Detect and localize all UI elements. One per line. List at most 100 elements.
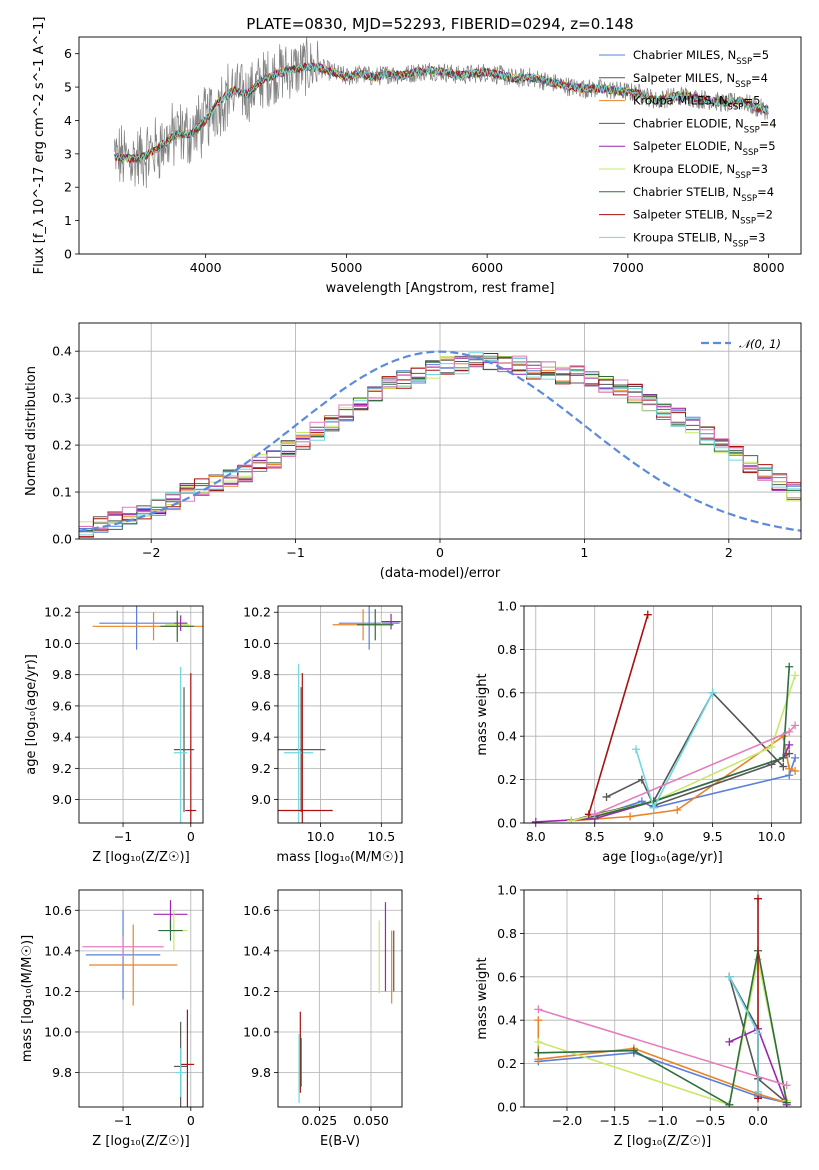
weight-marker <box>785 662 794 671</box>
axes-frame <box>78 36 802 255</box>
y-tick-label: 0.4 <box>52 344 72 359</box>
y-tick-label: 9.4 <box>251 730 271 745</box>
y-tick-label: 9.4 <box>52 730 72 745</box>
y-tick-label: 10.2 <box>243 984 271 999</box>
weight-marker <box>791 753 800 762</box>
weight-marker <box>534 1048 543 1057</box>
y-tick-label: 1.0 <box>497 599 517 614</box>
legend-entry-tail: =4 <box>757 185 774 199</box>
x-tick-label: 10.5 <box>367 829 395 844</box>
y-tick-label: 10.0 <box>243 1024 271 1039</box>
legend-entry-main: Chabrier STELIB, N <box>633 185 741 199</box>
model-spectrum-line <box>115 61 769 163</box>
y-tick-label: 5 <box>64 80 72 95</box>
x-tick-label: 6000 <box>471 260 503 275</box>
legend-entry-sub: SSP <box>735 80 751 90</box>
histogram-step <box>79 355 801 529</box>
legend-entry-tail: =4 <box>760 116 777 130</box>
y-tick-label: 0.0 <box>52 532 72 547</box>
panel-mass-age: 10.0 10.5 9.0 9.2 9.4 9.6 9.8 10.0 10.2 mass [log… <box>243 605 404 865</box>
weight-marker <box>791 721 800 730</box>
y-axis-label: age [log₁₀(age/yr)] <box>24 654 39 775</box>
legend-entry-tail: =5 <box>759 139 776 153</box>
weight-marker <box>643 610 652 619</box>
y-tick-label: 0.3 <box>52 391 72 406</box>
x-axis-label: (data-model)/error <box>380 566 501 581</box>
x-axis-label: wavelength [Angstrom, rest frame] <box>326 281 555 296</box>
x-axis-label: Z [log₁₀(Z/Z☉)] <box>92 1134 189 1149</box>
x-tick-label: 0.025 <box>301 1113 337 1128</box>
weight-marker <box>754 1029 763 1038</box>
x-axis-label: age [log₁₀(age/yr)] <box>602 850 723 865</box>
y-tick-label: 9.2 <box>52 761 72 776</box>
legend-entry-sub: SSP <box>735 171 751 181</box>
x-tick-label: 0 <box>187 829 195 844</box>
y-tick-label: 9.2 <box>251 761 271 776</box>
residual-legend: 𝒩(0, 1) <box>701 337 781 351</box>
axes-frame <box>78 322 802 540</box>
weight-marker <box>725 972 734 981</box>
legend-entry-tail: =5 <box>752 48 769 62</box>
weight-marker <box>754 1087 763 1096</box>
legend-entry-tail: =3 <box>751 162 768 176</box>
plot-area-Z-mass <box>82 900 195 1107</box>
legend-entry-main: Salpeter STELIB, N <box>633 208 740 222</box>
y-tick-label: 10.0 <box>243 636 271 651</box>
x-axis-label: Z [log₁₀(Z/Z☉)] <box>92 850 189 865</box>
x-tick-label: −2.0 <box>552 1113 582 1128</box>
legend-entry: Kroupa MILES, NSSP=5 <box>633 94 760 113</box>
panel-Z-age: −1 0 9.0 9.2 9.4 9.6 9.8 10.0 10.2 Z [log₁₀(Z/Z☉)… <box>24 605 204 865</box>
axes-frame <box>523 889 802 1108</box>
weight-marker <box>708 688 717 697</box>
weight-marker <box>631 745 640 754</box>
y-axis-label: Normed distribution <box>24 366 39 496</box>
y-tick-label: 9.8 <box>251 667 271 682</box>
x-axis-label: Z [log₁₀(Z/Z☉)] <box>614 1134 711 1149</box>
y-tick-label: 0.4 <box>497 729 517 744</box>
y-tick-label: 0.0 <box>497 1100 517 1115</box>
weight-marker <box>779 753 788 762</box>
y-tick-label: 0 <box>64 247 72 262</box>
y-tick-label: 9.0 <box>52 792 72 807</box>
legend-entry: Chabrier MILES, NSSP=5 <box>633 48 769 67</box>
weight-marker <box>779 762 788 771</box>
x-tick-label: 2 <box>725 545 733 560</box>
x-tick-label: 8.5 <box>585 829 605 844</box>
weight-marker <box>649 803 658 812</box>
x-tick-label: −1 <box>286 545 304 560</box>
y-tick-label: 6 <box>64 46 72 61</box>
y-axis-label: mass weight <box>475 673 490 755</box>
x-tick-label: 0 <box>187 1113 195 1128</box>
weight-marker <box>590 810 599 819</box>
y-tick-label: 9.6 <box>251 698 271 713</box>
legend-entry-main: Kroupa STELIB, N <box>633 230 733 244</box>
y-tick-label: 9.8 <box>52 1065 72 1080</box>
plot-area-Z-weight <box>534 894 791 1107</box>
y-tick-label: 0.2 <box>497 1056 517 1071</box>
y-axis-label: Flux [f_λ 10^-17 erg cm^-2 s^-1 A^-1] <box>32 17 47 275</box>
legend-entry-main: Salpeter MILES, N <box>633 71 735 85</box>
legend-entry-sub: SSP <box>736 57 752 67</box>
legend-entry-main: Salpeter ELODIE, N <box>633 139 743 153</box>
plots-layer: 4000 5000 6000 7000 8000 0 1 2 3 4 5 6 wavelength [A… <box>20 17 802 1149</box>
weight-marker <box>531 817 540 823</box>
legend-entry-tail: =3 <box>748 230 765 244</box>
plot-area-residuals <box>79 350 801 538</box>
x-tick-label: −1.0 <box>647 1113 677 1128</box>
y-tick-label: 3 <box>64 146 72 161</box>
y-tick-label: 10.2 <box>44 984 72 999</box>
weight-marker <box>791 671 800 680</box>
y-tick-label: 0.4 <box>497 1013 517 1028</box>
legend-entry-tail: =4 <box>751 71 768 85</box>
y-tick-label: 4 <box>64 113 72 128</box>
x-axis-label: mass [log₁₀(M/M☉)] <box>276 850 403 865</box>
weight-marker <box>602 792 611 801</box>
y-tick-label: 0.2 <box>497 772 517 787</box>
weight-marker <box>534 1016 543 1025</box>
legend-entry-main: Chabrier ELODIE, N <box>633 116 744 130</box>
weight-marker <box>725 1100 734 1107</box>
weight-marker <box>725 1037 734 1046</box>
legend-entry-sub: SSP <box>740 217 756 227</box>
x-tick-label: 8000 <box>753 260 785 275</box>
y-tick-label: 0.8 <box>497 642 517 657</box>
